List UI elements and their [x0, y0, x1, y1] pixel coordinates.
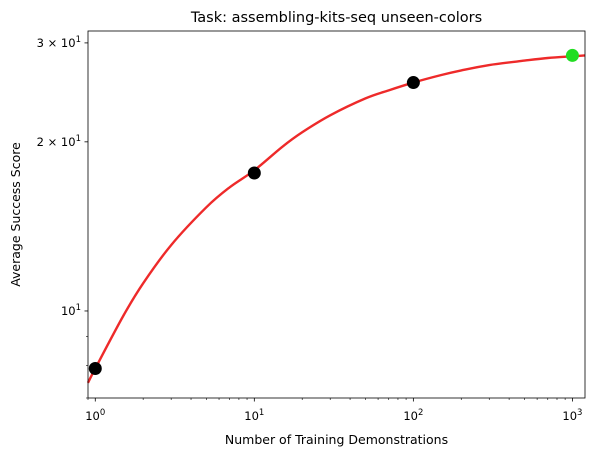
y-tick-labels: 101 2 × 101 3 × 101 [37, 35, 81, 318]
fit-curve [86, 54, 586, 384]
data-points [88, 48, 579, 375]
x-axis-label: Number of Training Demonstrations [225, 432, 448, 447]
data-point [406, 76, 420, 90]
data-point [88, 361, 102, 375]
y-tick-label: 2 × 101 [37, 134, 81, 149]
chart-title: Task: assembling-kits-seq unseen-colors [190, 10, 482, 26]
x-tick-label: 103 [562, 408, 582, 423]
x-tick-label: 100 [85, 408, 105, 423]
fit-curve-group [86, 54, 586, 384]
data-point [247, 166, 261, 180]
plot-frame [87, 30, 586, 399]
y-axis-label: Average Success Score [8, 142, 23, 287]
plot-area [88, 31, 585, 398]
x-tick-label: 102 [403, 408, 423, 423]
data-point [565, 48, 579, 62]
x-tick-labels: 100 101 102 103 [85, 408, 582, 423]
y-tick-label: 101 [61, 303, 81, 318]
major-ticks [84, 42, 573, 402]
x-tick-label: 101 [244, 408, 264, 423]
y-tick-label: 3 × 101 [37, 35, 81, 50]
